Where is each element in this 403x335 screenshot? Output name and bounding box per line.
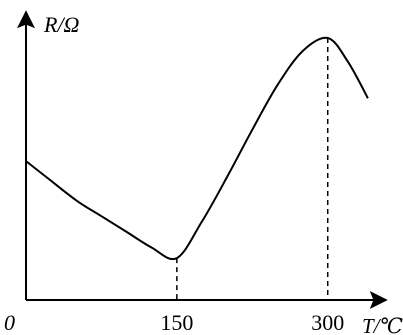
x-tick-label-150: 150 <box>160 310 193 335</box>
x-tick-labels: 150 300 <box>160 310 344 335</box>
y-axis-label: R/Ω <box>43 12 80 37</box>
x-tick-label-300: 300 <box>311 310 344 335</box>
x-axis-label: T/℃ <box>362 314 403 335</box>
origin-label: 0 <box>4 310 15 335</box>
reference-lines <box>176 38 329 300</box>
resistance-curve <box>25 36 369 261</box>
